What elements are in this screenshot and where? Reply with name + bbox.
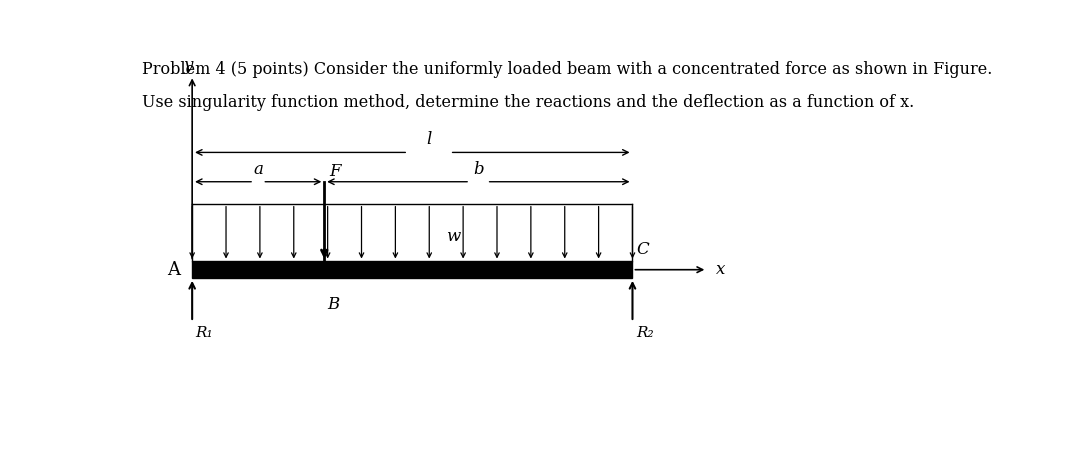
Text: b: b [473,161,483,178]
Text: C: C [637,241,650,258]
Text: A: A [166,261,180,279]
Text: w: w [446,228,461,245]
Text: R₁: R₁ [195,326,213,339]
Text: B: B [327,296,339,313]
Text: l: l [427,131,432,148]
Text: a: a [253,161,263,178]
Bar [192,261,632,278]
Text: Problem 4 (5 points) Consider the uniformly loaded beam with a concentrated forc: Problem 4 (5 points) Consider the unifor… [143,61,993,78]
Text: y: y [183,57,193,74]
Text: Use singularity function method, determine the reactions and the deflection as a: Use singularity function method, determi… [143,94,914,111]
Text: x: x [716,261,725,278]
Text: R₂: R₂ [636,326,654,339]
Text: F: F [329,163,341,180]
